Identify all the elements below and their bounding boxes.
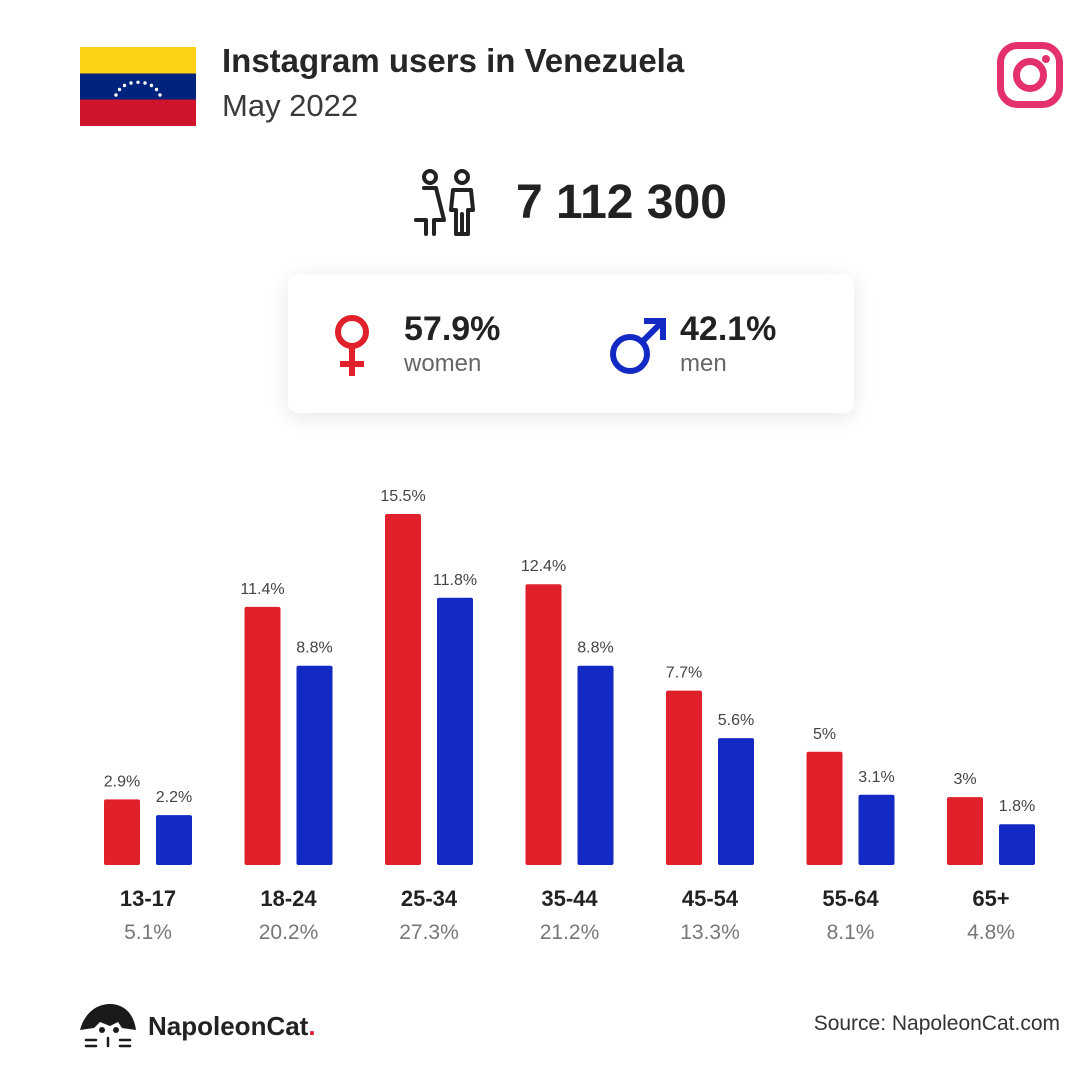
women-label: women — [404, 350, 482, 377]
category-label: 65+ — [972, 886, 1009, 911]
instagram-logo-icon — [997, 42, 1063, 108]
category-total: 27.3% — [399, 921, 459, 944]
source-credit: Source: NapoleonCat.com — [813, 1012, 1060, 1035]
brand-dot: . — [308, 1010, 316, 1041]
age-group-55-64: 5% 3.1% 55-64 8.1% — [806, 726, 895, 944]
venezuela-flag-icon — [80, 47, 196, 126]
napoleoncat-logo-icon — [80, 1004, 136, 1048]
men-percent: 42.1% — [680, 310, 777, 348]
bar-men-25-34 — [437, 597, 473, 865]
age-group-13-17: 2.9% 2.2% 13-17 5.1% — [104, 773, 192, 944]
data-label-women-13-17: 2.9% — [104, 773, 140, 790]
category-label: 18-24 — [260, 886, 317, 911]
age-group-35-44: 12.4% 8.8% 35-44 21.2% — [521, 558, 614, 944]
data-label-women-35-44: 12.4% — [521, 558, 566, 575]
category-total: 21.2% — [540, 921, 600, 944]
brand-name-text: NapoleonCat — [148, 1010, 309, 1041]
data-label-men-65+: 1.8% — [999, 798, 1035, 815]
bar-men-35-44 — [577, 665, 614, 865]
bar-women-35-44 — [525, 584, 562, 865]
category-label: 55-64 — [822, 886, 879, 911]
category-total: 13.3% — [680, 921, 740, 944]
data-label-men-35-44: 8.8% — [577, 640, 613, 657]
male-symbol-icon — [610, 318, 666, 374]
data-label-men-13-17: 2.2% — [156, 789, 192, 806]
bar-women-45-54 — [666, 690, 702, 865]
age-group-25-34: 15.5% 11.8% 25-34 27.3% — [380, 488, 477, 944]
data-label-women-25-34: 15.5% — [380, 488, 425, 505]
data-label-women-65+: 3% — [953, 771, 976, 788]
women-percent: 57.9% — [404, 310, 501, 348]
category-label: 45-54 — [682, 886, 739, 911]
data-label-men-18-24: 8.8% — [296, 640, 332, 657]
bar-women-18-24 — [244, 606, 281, 865]
category-total: 5.1% — [124, 921, 172, 944]
data-label-men-55-64: 3.1% — [858, 769, 894, 786]
age-group-18-24: 11.4% 8.8% 18-24 20.2% — [240, 581, 332, 944]
page-subtitle: May 2022 — [222, 88, 359, 123]
category-label: 13-17 — [120, 886, 176, 911]
data-label-women-55-64: 5% — [813, 726, 836, 743]
category-total: 8.1% — [827, 921, 875, 944]
page-title: Instagram users in Venezuela — [222, 42, 685, 79]
bar-men-13-17 — [156, 815, 192, 865]
bar-women-25-34 — [385, 514, 421, 865]
men-label: men — [680, 350, 727, 377]
data-label-men-25-34: 11.8% — [433, 572, 477, 589]
women-stat: 57.9% women — [332, 310, 572, 380]
category-label: 25-34 — [401, 886, 458, 911]
data-label-women-45-54: 7.7% — [666, 665, 702, 682]
bar-men-55-64 — [858, 794, 895, 865]
napoleoncat-brand: NapoleonCat. — [78, 1000, 316, 1052]
bar-women-55-64 — [806, 751, 843, 865]
category-total: 20.2% — [259, 921, 319, 944]
bar-women-65+ — [947, 797, 983, 865]
bar-men-45-54 — [718, 738, 754, 865]
age-group-65+: 3% 1.8% 65+ 4.8% — [947, 771, 1035, 944]
men-stat: 42.1% men — [608, 310, 848, 380]
female-symbol-icon — [335, 315, 369, 376]
data-label-men-45-54: 5.6% — [718, 712, 754, 729]
bar-men-18-24 — [296, 665, 333, 865]
bar-men-65+ — [999, 824, 1035, 865]
category-total: 4.8% — [967, 921, 1015, 944]
gender-breakdown-card: 57.9% women 42.1% men — [288, 274, 854, 413]
bar-women-13-17 — [104, 799, 140, 865]
age-group-45-54: 7.7% 5.6% 45-54 13.3% — [666, 665, 754, 944]
data-label-women-18-24: 11.4% — [240, 581, 284, 598]
total-users-value: 7 112 300 — [516, 175, 727, 229]
people-icon — [414, 169, 475, 236]
total-users: 7 112 300 — [412, 166, 727, 238]
age-gender-bar-chart: 2.9% 2.2% 13-17 5.1% 11.4% 8.8% 18-24 20.2% 15.5… — [104, 488, 1035, 944]
brand-name: NapoleonCat. — [148, 1011, 316, 1042]
category-label: 35-44 — [541, 886, 598, 911]
